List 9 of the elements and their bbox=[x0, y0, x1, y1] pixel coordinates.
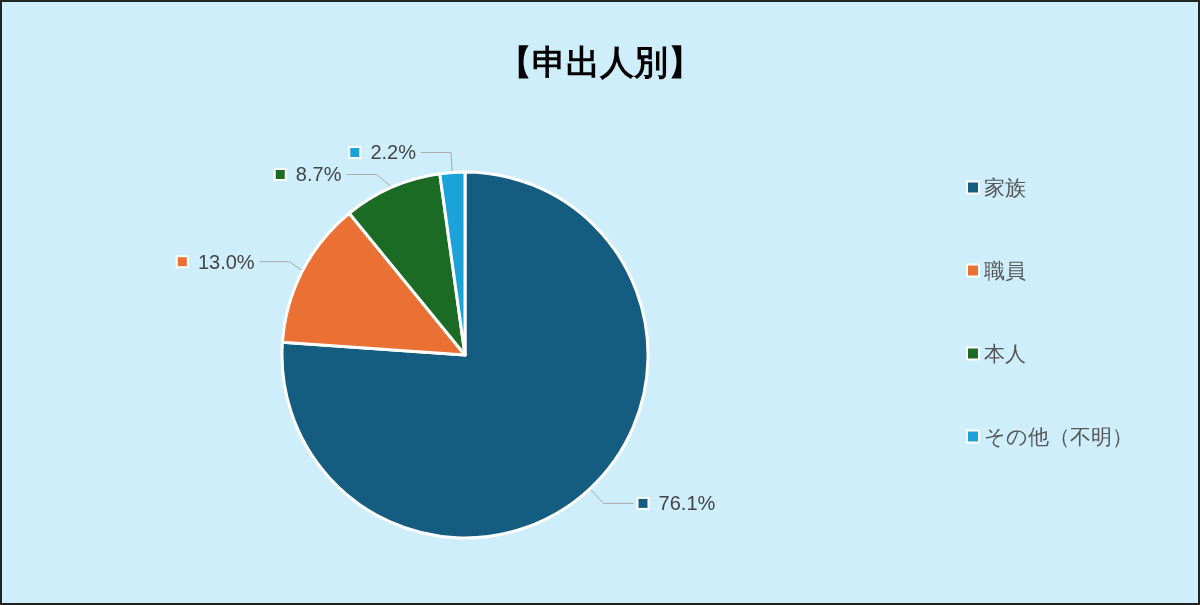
data-label: 8.7% bbox=[284, 163, 342, 186]
legend-label: 職員 bbox=[984, 258, 1026, 283]
legend-label: その他（不明） bbox=[984, 424, 1133, 449]
data-label: 13.0% bbox=[186, 250, 255, 273]
data-label: 2.2% bbox=[359, 141, 417, 164]
legend-label: 本人 bbox=[984, 341, 1026, 366]
legend-label: 家族 bbox=[984, 175, 1026, 200]
chart-title: 【申出人別】 bbox=[498, 42, 702, 82]
data-label: 76.1% bbox=[647, 492, 716, 515]
